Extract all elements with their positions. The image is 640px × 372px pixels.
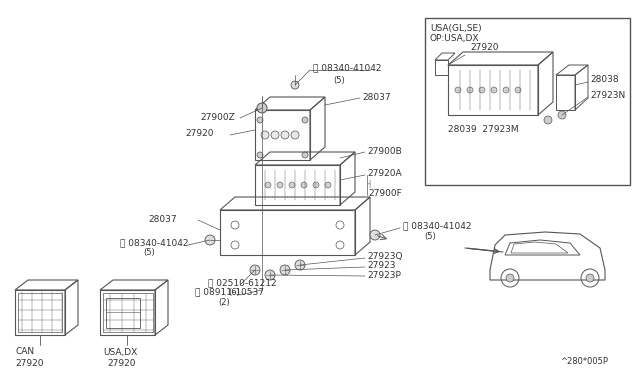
Text: 27923P: 27923P [367, 270, 401, 279]
Circle shape [250, 265, 260, 275]
Text: 27920A: 27920A [367, 170, 402, 179]
Circle shape [558, 111, 566, 119]
Text: (5): (5) [424, 231, 436, 241]
Circle shape [291, 81, 299, 89]
Circle shape [205, 235, 215, 245]
Text: (6): (6) [228, 289, 240, 298]
Text: 27920: 27920 [15, 359, 44, 368]
Text: 27900B: 27900B [367, 147, 402, 155]
Circle shape [506, 274, 514, 282]
Circle shape [277, 182, 283, 188]
Text: 27923N: 27923N [590, 90, 625, 99]
Text: 27923Q: 27923Q [367, 253, 403, 262]
Text: (5): (5) [143, 248, 155, 257]
Circle shape [257, 117, 263, 123]
Text: Ⓢ 02510-61212: Ⓢ 02510-61212 [208, 279, 276, 288]
Text: 27900Z: 27900Z [200, 112, 235, 122]
Circle shape [291, 131, 299, 139]
Text: Ⓢ 08340-41042: Ⓢ 08340-41042 [403, 221, 472, 231]
Text: 28037: 28037 [362, 93, 390, 102]
Text: Ⓢ 08340-41042: Ⓢ 08340-41042 [120, 238, 189, 247]
Circle shape [295, 260, 305, 270]
Text: 27920: 27920 [470, 44, 499, 52]
Circle shape [586, 274, 594, 282]
Text: 27900F: 27900F [368, 189, 402, 198]
Circle shape [261, 131, 269, 139]
Circle shape [302, 117, 308, 123]
Text: USA,DX: USA,DX [103, 347, 137, 356]
Text: Ⓢ 08340-41042: Ⓢ 08340-41042 [313, 64, 381, 73]
Circle shape [479, 87, 485, 93]
Text: CAN: CAN [15, 347, 34, 356]
Circle shape [302, 152, 308, 158]
Bar [425, 18, 630, 185]
Circle shape [544, 116, 552, 124]
Circle shape [313, 182, 319, 188]
Bar [103, 293, 153, 332]
Text: 28038: 28038 [590, 76, 619, 84]
Circle shape [455, 87, 461, 93]
Text: Ⓝ 08911-10537: Ⓝ 08911-10537 [195, 288, 264, 296]
Text: ┤: ┤ [367, 180, 371, 188]
Circle shape [271, 131, 279, 139]
Text: 28037: 28037 [148, 215, 177, 224]
Text: (5): (5) [333, 76, 345, 84]
Circle shape [265, 270, 275, 280]
Circle shape [370, 230, 380, 240]
Text: OP:USA,DX: OP:USA,DX [430, 33, 479, 42]
Bar [18, 293, 62, 332]
Circle shape [257, 103, 267, 113]
Circle shape [325, 182, 331, 188]
Circle shape [280, 265, 290, 275]
Text: ^280*005P: ^280*005P [560, 357, 608, 366]
Circle shape [491, 87, 497, 93]
Circle shape [257, 152, 263, 158]
Text: 27920: 27920 [185, 129, 214, 138]
Circle shape [467, 87, 473, 93]
Text: 27920: 27920 [107, 359, 136, 368]
Text: (2): (2) [218, 298, 230, 307]
Circle shape [265, 182, 271, 188]
Circle shape [301, 182, 307, 188]
Circle shape [281, 131, 289, 139]
Text: USA(GL,SE): USA(GL,SE) [430, 23, 482, 32]
Circle shape [503, 87, 509, 93]
Text: 27923: 27923 [367, 262, 396, 270]
Circle shape [515, 87, 521, 93]
Bar [106, 298, 140, 328]
Circle shape [289, 182, 295, 188]
Text: 28039  27923M: 28039 27923M [448, 125, 518, 135]
